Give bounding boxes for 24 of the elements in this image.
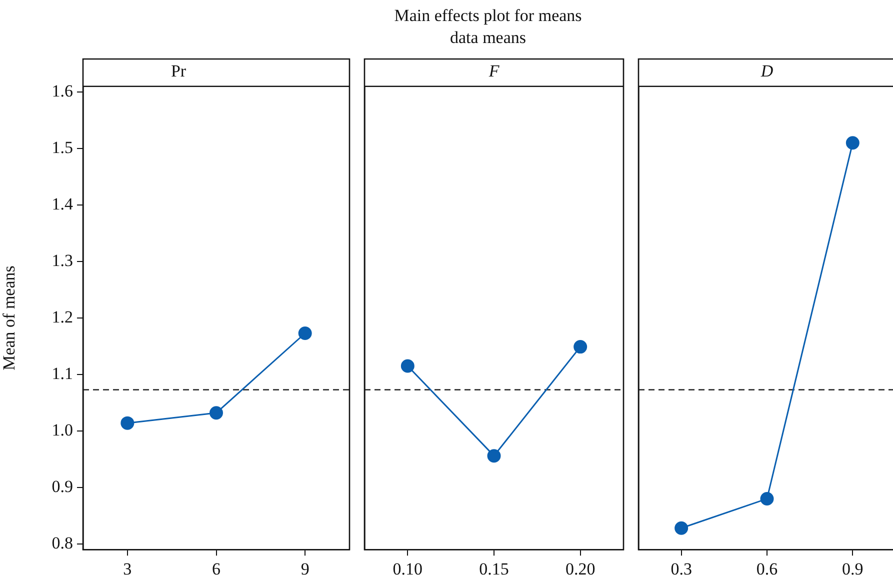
y-axis-title: Mean of means: [0, 266, 19, 370]
x-tick-label: 0.10: [392, 559, 423, 578]
chart-title: Pr: [170, 62, 186, 81]
y-tick-label: 1.3: [52, 250, 73, 270]
y-tick-label: 1.4: [52, 194, 74, 214]
y-tick-label: 1.0: [52, 420, 73, 440]
y-tick-label: 1.2: [52, 307, 73, 326]
x-tick-label: 0.9: [842, 559, 864, 578]
x-tick-label: 0.15: [479, 559, 509, 578]
y-tick-label: 0.9: [52, 476, 73, 496]
x-tick-label: 0.6: [756, 559, 778, 578]
y-tick-label: 1.5: [52, 138, 73, 158]
x-tick-label: 3: [123, 559, 132, 578]
x-tick-label: 0.3: [670, 559, 692, 578]
chart-title: F: [488, 62, 500, 81]
x-tick-label: 9: [300, 559, 310, 578]
y-tick-label: 1.1: [52, 364, 73, 383]
chart-title: D: [760, 62, 774, 81]
y-tick-label: 1.6: [52, 82, 73, 101]
x-tick-label: 0.20: [565, 559, 596, 578]
text: Main effects plot for means: [393, 6, 583, 26]
x-tick-label: 6: [212, 559, 220, 578]
y-tick-label: 0.8: [52, 533, 73, 552]
text: data means: [449, 28, 527, 48]
